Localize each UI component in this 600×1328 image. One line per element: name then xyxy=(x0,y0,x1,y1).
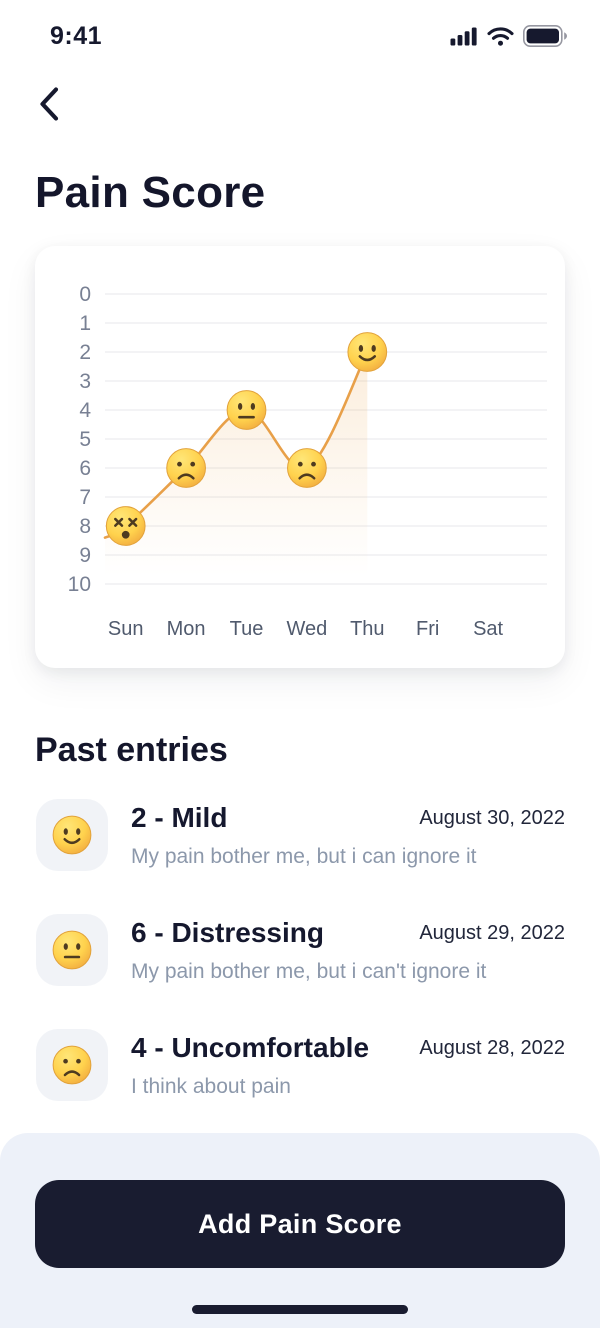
svg-text:Tue: Tue xyxy=(230,618,264,640)
emoji-neutral xyxy=(226,390,267,430)
wifi-icon xyxy=(487,26,514,46)
entry-content: 6 - Distressing August 29, 2022 My pain … xyxy=(131,914,565,986)
emoji-frown xyxy=(166,448,206,488)
svg-text:0: 0 xyxy=(79,283,91,306)
mood-emoji-tile xyxy=(36,799,108,871)
emoji-frown xyxy=(287,448,327,488)
svg-text:Fri: Fri xyxy=(416,618,439,640)
svg-text:8: 8 xyxy=(79,515,91,538)
entry-date: August 28, 2022 xyxy=(419,1037,565,1059)
svg-text:6: 6 xyxy=(79,457,91,480)
entry-content: 2 - Mild August 30, 2022 My pain bother … xyxy=(131,799,565,871)
neutral-face-icon xyxy=(52,930,92,970)
pain-line-chart: 0 1 2 3 4 5 6 7 8 9 10 Sun Mon Tue Wed Thu Fri Sat xyxy=(35,246,565,668)
svg-text:3: 3 xyxy=(79,370,91,393)
svg-text:Thu: Thu xyxy=(350,618,384,640)
status-icons xyxy=(450,25,568,47)
entry-description: My pain bother me, but i can ignore it xyxy=(131,845,477,868)
svg-text:9: 9 xyxy=(79,544,91,567)
svg-text:4: 4 xyxy=(79,399,91,422)
svg-text:Sun: Sun xyxy=(108,618,144,640)
past-entry[interactable]: 2 - Mild August 30, 2022 My pain bother … xyxy=(36,799,565,871)
back-button[interactable] xyxy=(34,82,78,126)
add-pain-score-button[interactable]: Add Pain Score xyxy=(35,1180,565,1268)
home-indicator[interactable] xyxy=(192,1305,408,1314)
svg-text:10: 10 xyxy=(68,573,91,596)
svg-text:Mon: Mon xyxy=(167,618,206,640)
svg-text:Wed: Wed xyxy=(287,618,328,640)
mood-emoji-tile xyxy=(36,1029,108,1101)
entry-date: August 29, 2022 xyxy=(419,922,565,944)
entry-title: 6 - Distressing xyxy=(131,917,324,948)
frowning-face-icon xyxy=(52,1045,92,1085)
status-time: 9:41 xyxy=(50,22,103,50)
svg-text:2: 2 xyxy=(79,341,91,364)
bottom-panel: Add Pain Score xyxy=(0,1133,600,1328)
cellular-signal-icon xyxy=(450,27,477,45)
slightly-smiling-face-icon xyxy=(52,815,92,855)
mood-emoji-tile xyxy=(36,914,108,986)
entry-description: My pain bother me, but i can't ignore it xyxy=(131,960,487,983)
svg-text:1: 1 xyxy=(79,312,91,335)
past-entries-heading: Past entries xyxy=(35,731,228,769)
past-entry[interactable]: 4 - Uncomfortable August 28, 2022 I thin… xyxy=(36,1029,565,1101)
entry-title: 4 - Uncomfortable xyxy=(131,1032,370,1063)
svg-text:Sat: Sat xyxy=(473,618,503,640)
entry-date: August 30, 2022 xyxy=(419,807,565,829)
svg-text:7: 7 xyxy=(79,486,91,509)
entry-description: I think about pain xyxy=(131,1075,291,1098)
pain-chart-card: 0 1 2 3 4 5 6 7 8 9 10 Sun Mon Tue Wed Thu Fri Sat xyxy=(35,246,565,668)
page-title: Pain Score xyxy=(35,168,266,217)
emoji-dizzy xyxy=(105,506,146,546)
emoji-smile xyxy=(347,332,388,372)
past-entries-list: 2 - Mild August 30, 2022 My pain bother … xyxy=(36,799,565,1144)
battery-icon xyxy=(523,25,567,47)
chevron-left-icon xyxy=(40,87,59,121)
entry-title: 2 - Mild xyxy=(131,802,228,833)
past-entry[interactable]: 6 - Distressing August 29, 2022 My pain … xyxy=(36,914,565,986)
svg-text:5: 5 xyxy=(79,428,91,451)
entry-content: 4 - Uncomfortable August 28, 2022 I thin… xyxy=(131,1029,565,1101)
